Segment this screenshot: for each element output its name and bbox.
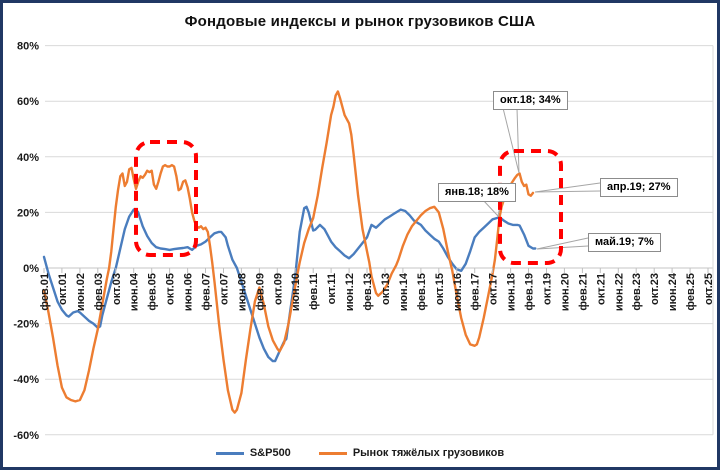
x-tick-label: окт.11 xyxy=(326,273,338,304)
series-line-trucks xyxy=(42,90,535,414)
x-tick-label: фев.13 xyxy=(362,273,374,311)
x-tick-label: июн.10 xyxy=(290,273,302,311)
x-tick-label: окт.19 xyxy=(542,273,554,305)
annotation-leader xyxy=(534,182,601,193)
x-tick-label: фев.07 xyxy=(201,273,213,311)
x-tick-label: окт.15 xyxy=(434,273,446,305)
x-tick-label: июн.20 xyxy=(559,273,571,311)
x-tick-label: июн.16 xyxy=(452,273,464,311)
x-tick-label: окт.09 xyxy=(272,273,284,305)
annotation-yanv18: янв.18; 18% xyxy=(438,183,516,202)
x-tick-label: июн.04 xyxy=(129,272,141,311)
chart-title: Фондовые индексы и рынок грузовиков США xyxy=(184,13,536,30)
x-tick-label: июн.22 xyxy=(613,273,625,311)
legend-swatch-trucks xyxy=(318,451,347,455)
x-tick-label: окт.03 xyxy=(111,273,123,305)
y-tick-label: 20% xyxy=(17,207,39,219)
x-tick-label: окт.01 xyxy=(57,273,69,305)
x-tick-label: июн.14 xyxy=(398,272,410,311)
y-tick-label: -20% xyxy=(13,319,39,331)
legend-item-sp500: S&P500 xyxy=(215,447,291,459)
y-tick-label: -60% xyxy=(13,430,39,442)
y-tick-label: 80% xyxy=(17,41,39,53)
x-tick-label: июн.18 xyxy=(506,273,518,311)
x-tick-label: фев.03 xyxy=(93,273,105,311)
x-tick-label: фев.09 xyxy=(254,273,266,311)
x-tick-label: окт.13 xyxy=(380,273,392,305)
x-tick-label: окт.21 xyxy=(595,273,607,305)
x-tick-label: июн.06 xyxy=(183,273,195,311)
legend-label-sp500: S&P500 xyxy=(249,447,291,459)
x-tick-label: окт.17 xyxy=(488,273,500,305)
legend-swatch-sp500 xyxy=(215,451,244,455)
legend-label-trucks: Рынок тяжёлых грузовиков xyxy=(352,447,505,459)
x-tick-label: июн.24 xyxy=(667,272,679,311)
annotation-apr19: апр.19; 27% xyxy=(600,178,678,197)
annotation-may19: май.19; 7% xyxy=(588,233,661,252)
x-tick-label: июн.02 xyxy=(75,273,87,311)
x-tick-label: июн.08 xyxy=(236,273,248,311)
y-tick-label: 40% xyxy=(17,152,39,164)
x-tick-label: окт.07 xyxy=(219,273,231,305)
highlight-box xyxy=(134,140,198,257)
y-tick-label: 60% xyxy=(17,96,39,108)
annotation-leader xyxy=(502,107,520,174)
x-tick-label: фев.21 xyxy=(577,273,589,311)
y-tick-label: -40% xyxy=(13,374,39,386)
x-tick-label: фев.25 xyxy=(685,273,697,311)
x-tick-label: окт.25 xyxy=(703,273,715,305)
x-tick-label: фев.11 xyxy=(308,273,320,310)
x-tick-label: окт.23 xyxy=(649,273,661,305)
x-tick-label: фев.05 xyxy=(147,273,159,311)
x-tick-label: июн.12 xyxy=(344,273,356,311)
x-tick-label: фев.17 xyxy=(470,273,482,311)
annotation-leader xyxy=(534,190,601,193)
x-tick-label: фев.01 xyxy=(39,273,51,311)
x-tick-label: фев.19 xyxy=(524,273,536,311)
annotation-leader xyxy=(482,199,499,217)
y-tick-label: 0% xyxy=(23,263,39,275)
series-line-sp500 xyxy=(42,205,537,363)
annotation-leader xyxy=(516,107,520,174)
plot-area: 80% 60% 40% 20% 0% -20% -40% -60% фев.01 окт.01 ию… xyxy=(13,41,715,442)
x-tick-label: фев.15 xyxy=(416,273,428,311)
legend-item-trucks: Рынок тяжёлых грузовиков xyxy=(318,447,505,459)
annotation-leader xyxy=(536,237,589,250)
highlight-box xyxy=(498,149,563,265)
x-tick-label: окт.05 xyxy=(165,273,177,305)
annotation-okt18: окт.18; 34% xyxy=(493,91,568,110)
legend: S&P500 Рынок тяжёлых грузовиков xyxy=(3,447,717,459)
x-tick-label: фев.23 xyxy=(631,273,643,311)
